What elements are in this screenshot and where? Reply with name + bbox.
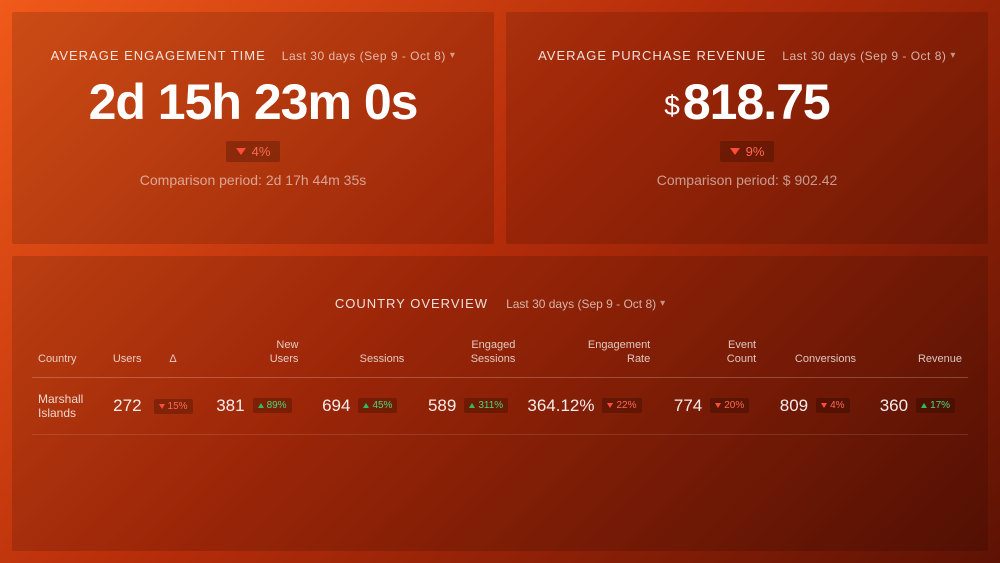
col-delta[interactable]: Δ (148, 331, 199, 377)
delta-badge: 15% (154, 399, 193, 414)
col-conversions[interactable]: Conversions (762, 331, 862, 377)
country-overview-header: COUNTRY OVERVIEW Last 30 days (Sep 9 - O… (12, 296, 988, 311)
revenue-range-selector[interactable]: Last 30 days (Sep 9 - Oct 8) ▾ (782, 49, 956, 63)
revenue-card: AVERAGE PURCHASE REVENUE Last 30 days (S… (506, 12, 988, 244)
col-revenue[interactable]: Revenue (862, 331, 968, 377)
chevron-down-icon: ▾ (660, 298, 665, 309)
delta-text: 20% (724, 400, 744, 411)
revenue-title: AVERAGE PURCHASE REVENUE (538, 48, 766, 63)
engagement-range-label: Last 30 days (Sep 9 - Oct 8) (282, 49, 446, 63)
cell-sessions: 694 45% (304, 377, 410, 435)
delta-badge: 17% (916, 398, 955, 413)
triangle-down-icon (159, 404, 165, 409)
revenue-delta-badge: 9% (720, 141, 775, 162)
triangle-down-icon (715, 403, 721, 408)
col-engaged-sessions[interactable]: EngagedSessions (410, 331, 521, 377)
revenue-range-label: Last 30 days (Sep 9 - Oct 8) (782, 49, 946, 63)
metric-cell: 381 89% (205, 396, 292, 416)
metric-value: 381 (205, 396, 245, 416)
metric-value: 364.12% (527, 396, 594, 416)
cell-country: MarshallIslands (32, 377, 104, 435)
metric-cell: 809 4% (768, 396, 849, 416)
revenue-prefix: $ (664, 90, 679, 122)
delta-badge: 89% (253, 398, 292, 413)
engagement-card: AVERAGE ENGAGEMENT TIME Last 30 days (Se… (12, 12, 494, 244)
triangle-down-icon (821, 403, 827, 408)
triangle-up-icon (363, 403, 369, 408)
delta-badge: 311% (464, 398, 508, 413)
country-table: Country Users Δ NewUsers Sessions Engage… (32, 331, 968, 435)
revenue-value: $818.75 (664, 73, 830, 131)
country-overview-title: COUNTRY OVERVIEW (335, 296, 488, 311)
country-table-body: MarshallIslands 272 15% 381 89% 694 45% 589 311%… (32, 377, 968, 435)
col-engagement-rate[interactable]: EngagementRate (521, 331, 656, 377)
metric-value: 694 (310, 396, 350, 416)
metric-value: 589 (416, 396, 456, 416)
cell-users-delta: 15% (148, 377, 199, 435)
metric-value: 360 (868, 396, 908, 416)
engagement-range-selector[interactable]: Last 30 days (Sep 9 - Oct 8) ▾ (282, 49, 456, 63)
delta-text: 15% (168, 401, 188, 412)
triangle-down-icon (730, 148, 740, 155)
col-sessions[interactable]: Sessions (304, 331, 410, 377)
metric-cell: 364.12% 22% (527, 396, 641, 416)
engagement-delta-badge: 4% (226, 141, 281, 162)
engagement-comparison: Comparison period: 2d 17h 44m 35s (140, 172, 366, 188)
engagement-value: 2d 15h 23m 0s (89, 73, 418, 131)
triangle-up-icon (469, 403, 475, 408)
delta-text: 17% (930, 400, 950, 411)
delta-text: 45% (372, 400, 392, 411)
col-users[interactable]: Users (104, 331, 148, 377)
metric-cell: 774 20% (662, 396, 749, 416)
triangle-up-icon (921, 403, 927, 408)
delta-badge: 22% (602, 398, 641, 413)
delta-badge: 45% (358, 398, 397, 413)
cell-conversions: 809 4% (762, 377, 862, 435)
cell-event-count: 774 20% (656, 377, 762, 435)
chevron-down-icon: ▾ (950, 50, 956, 61)
triangle-down-icon (236, 148, 246, 155)
metric-value: 774 (662, 396, 702, 416)
delta-badge: 4% (816, 398, 849, 413)
top-row: AVERAGE ENGAGEMENT TIME Last 30 days (Se… (12, 12, 988, 244)
engagement-header: AVERAGE ENGAGEMENT TIME Last 30 days (Se… (51, 48, 456, 63)
triangle-down-icon (607, 403, 613, 408)
cell-engagement-rate: 364.12% 22% (521, 377, 656, 435)
engagement-delta-text: 4% (252, 144, 271, 159)
metric-cell: 360 17% (868, 396, 955, 416)
delta-badge: 20% (710, 398, 749, 413)
metric-cell: 694 45% (310, 396, 397, 416)
delta-text: 311% (478, 400, 503, 411)
engagement-title: AVERAGE ENGAGEMENT TIME (51, 48, 266, 63)
revenue-amount: 818.75 (683, 73, 830, 131)
delta-text: 89% (267, 400, 287, 411)
revenue-header: AVERAGE PURCHASE REVENUE Last 30 days (S… (538, 48, 956, 63)
col-country[interactable]: Country (32, 331, 104, 377)
chevron-down-icon: ▾ (450, 50, 456, 61)
country-table-wrap: Country Users Δ NewUsers Sessions Engage… (12, 311, 988, 435)
country-overview-card: COUNTRY OVERVIEW Last 30 days (Sep 9 - O… (12, 256, 988, 551)
delta-text: 22% (616, 400, 636, 411)
col-event-count[interactable]: EventCount (656, 331, 762, 377)
cell-users: 272 (104, 377, 148, 435)
cell-revenue: 360 17% (862, 377, 968, 435)
metric-value: 272 (113, 396, 141, 415)
table-row[interactable]: MarshallIslands 272 15% 381 89% 694 45% 589 311%… (32, 377, 968, 435)
metric-value: 809 (768, 396, 808, 416)
triangle-up-icon (258, 403, 264, 408)
revenue-comparison: Comparison period: $ 902.42 (657, 172, 838, 188)
metric-cell: 589 311% (416, 396, 508, 416)
country-overview-range-selector[interactable]: Last 30 days (Sep 9 - Oct 8) ▾ (506, 297, 665, 311)
delta-text: 4% (830, 400, 844, 411)
col-new-users[interactable]: NewUsers (199, 331, 305, 377)
country-table-head: Country Users Δ NewUsers Sessions Engage… (32, 331, 968, 377)
revenue-delta-text: 9% (746, 144, 765, 159)
cell-new-users: 381 89% (199, 377, 305, 435)
country-overview-range-label: Last 30 days (Sep 9 - Oct 8) (506, 297, 656, 311)
cell-engaged-sessions: 589 311% (410, 377, 521, 435)
